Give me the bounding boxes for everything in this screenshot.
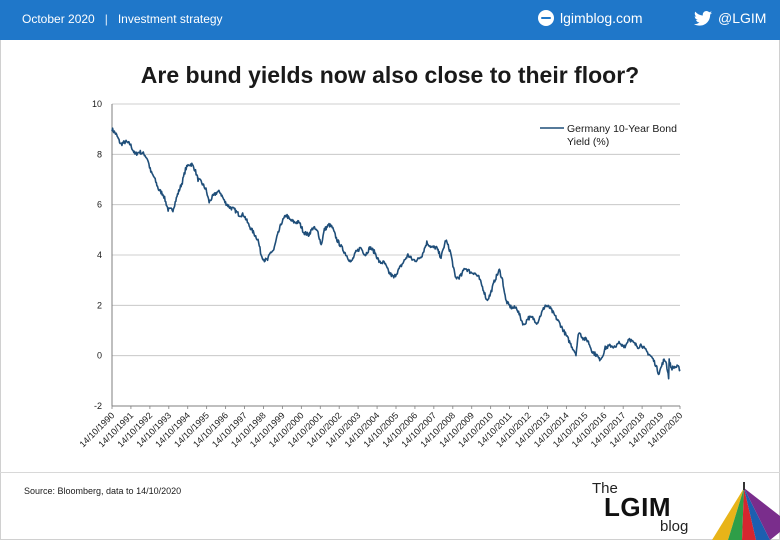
source-note: Source: Bloomberg, data to 14/10/2020 [24, 486, 182, 496]
y-tick-label: -2 [94, 401, 102, 411]
legend-label: Germany 10-Year Bond [567, 123, 677, 135]
header-bar: October 2020 | Investment strategy lgimb… [0, 0, 780, 40]
y-tick-label: 10 [92, 99, 102, 109]
logo-blog: blog [660, 518, 689, 535]
logo-the: The [592, 480, 618, 497]
twitter-icon [694, 10, 712, 26]
umbrella-icon [712, 482, 780, 540]
chart-title: Are bund yields now also close to their … [140, 62, 640, 88]
series-line-germany-10y [111, 127, 681, 380]
y-tick-label: 0 [97, 351, 102, 361]
y-tick-label: 4 [97, 250, 102, 260]
legend-label-line2: Yield (%) [567, 136, 609, 148]
twitter-label: @LGIM [718, 10, 767, 26]
site-label: lgimblog.com [560, 10, 643, 26]
lgim-blog-logo[interactable]: The LGIM blog [584, 480, 780, 540]
globe-icon [538, 10, 554, 26]
header-section-link[interactable]: Investment strategy [117, 12, 223, 26]
header-date: October 2020 [22, 12, 95, 26]
header-breadcrumb: October 2020 | Investment strategy [22, 12, 223, 26]
footer-divider [0, 472, 780, 473]
y-tick-label: 6 [97, 200, 102, 210]
twitter-link[interactable]: @LGIM [694, 10, 766, 26]
logo-main: LGIM [604, 492, 671, 522]
y-tick-label: 8 [97, 149, 102, 159]
site-link[interactable]: lgimblog.com [538, 10, 642, 26]
header-separator: | [104, 12, 108, 26]
y-tick-label: 2 [97, 300, 102, 310]
